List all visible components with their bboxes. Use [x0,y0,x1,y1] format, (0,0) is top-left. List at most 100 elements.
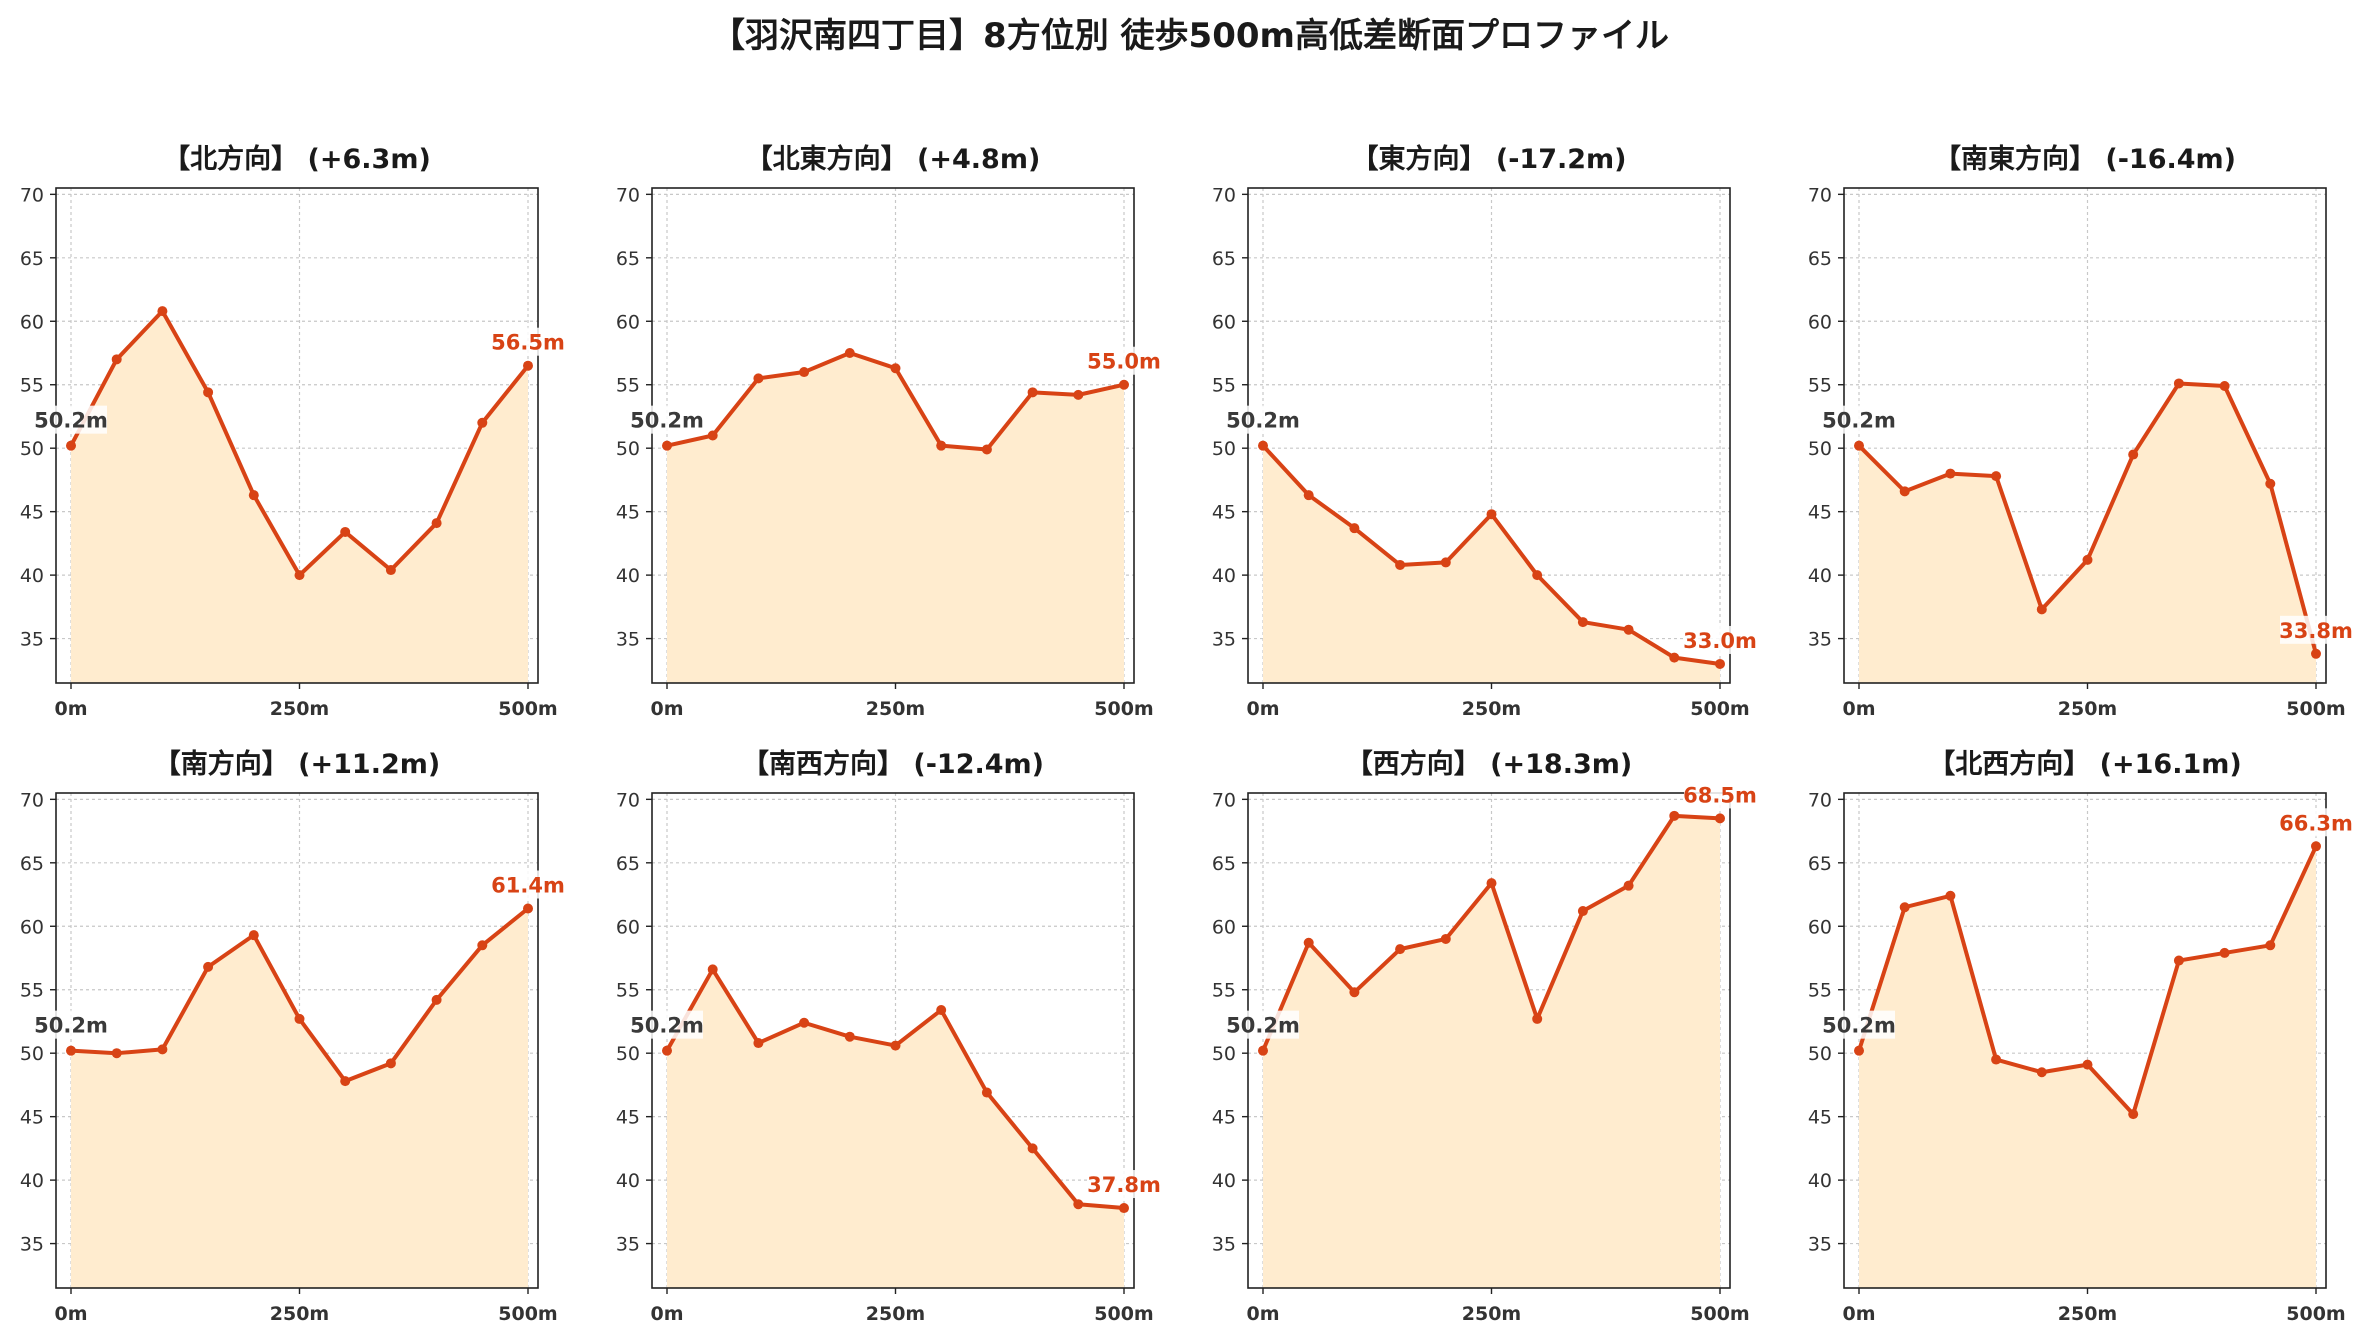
data-point [1258,440,1268,451]
panel-title: 【南西方向】 (-12.4m) [742,748,1044,780]
y-tick-label: 65 [20,248,44,270]
chart-panel-3: 35 40 45 50 55 60 65 70 0m 250m 500m 【東方向】 (-17.2m)… [1212,143,1757,720]
data-point [1532,1013,1543,1024]
data-point [294,1013,305,1024]
y-tick-label: 60 [616,311,640,333]
data-point [1991,1054,2002,1065]
data-point [1303,937,1314,948]
data-point [340,1076,351,1087]
x-tick-label: 250m [2058,1303,2117,1325]
data-point [1577,617,1588,628]
chart-panel-7: 35 40 45 50 55 60 65 70 0m 250m 500m 【西方向】 (+18.3m)… [1212,748,1757,1325]
data-point [1577,906,1588,917]
data-point [1119,1203,1129,1214]
y-tick-label: 40 [1808,565,1832,587]
start-label: 50.2m [1822,1014,1896,1038]
y-tick-label: 60 [616,916,640,938]
panel-title: 【北方向】 (+6.3m) [163,143,431,175]
data-point [936,1005,947,1016]
x-tick-label: 500m [498,1303,557,1325]
y-tick-label: 35 [20,629,44,651]
y-tick-label: 55 [1212,980,1236,1002]
y-tick-label: 55 [1808,375,1832,397]
panel-title: 【南方向】 (+11.2m) [154,748,440,780]
y-tick-label: 70 [1212,789,1236,811]
start-label-bg [1227,1010,1299,1039]
y-tick-label: 70 [1808,789,1832,811]
end-label: 56.5m [491,331,565,355]
data-point [662,1045,672,1056]
x-tick-label: 0m [54,698,87,720]
y-tick-label: 60 [20,311,44,333]
x-tick-label: 250m [866,698,925,720]
data-point [1854,1045,1864,1056]
data-point [1532,570,1543,581]
x-tick-label: 500m [498,698,557,720]
end-label: 55.0m [1087,350,1161,374]
y-tick-label: 45 [1212,1107,1236,1129]
y-tick-label: 35 [20,1234,44,1256]
data-point [890,363,901,374]
data-point [936,440,947,451]
x-tick-label: 250m [1462,698,1521,720]
data-point [1073,389,1084,400]
start-label-bg [1823,405,1895,434]
data-point [1945,890,1956,901]
y-tick-label: 70 [616,184,640,206]
y-tick-label: 60 [1808,916,1832,938]
data-point [2219,381,2230,391]
data-point [844,1031,855,1042]
panel-title: 【西方向】 (+18.3m) [1346,748,1632,780]
data-point [111,1048,122,1059]
y-tick-label: 65 [1808,248,1832,270]
y-tick-label: 65 [1808,853,1832,875]
x-tick-label: 0m [1842,1303,1875,1325]
x-tick-label: 250m [270,698,329,720]
y-tick-label: 70 [20,789,44,811]
data-point [203,961,214,972]
x-tick-label: 500m [1690,698,1749,720]
x-tick-label: 500m [2286,1303,2345,1325]
data-point [340,526,351,537]
y-tick-label: 45 [20,502,44,524]
data-point [753,1038,764,1049]
data-point [2311,648,2321,659]
y-tick-label: 55 [616,375,640,397]
data-point [1854,440,1864,451]
data-point [799,367,810,378]
y-tick-label: 55 [1808,980,1832,1002]
axes-frame [1247,792,1731,1289]
x-tick-label: 0m [1842,698,1875,720]
start-label-bg [631,1010,703,1039]
y-tick-label: 40 [20,565,44,587]
x-tick-label: 250m [270,1303,329,1325]
data-point [66,1045,76,1056]
chart-panel-2: 35 40 45 50 55 60 65 70 0m 250m 500m 【北東方向】 (+4.8m)… [616,143,1161,720]
x-tick-label: 0m [1246,698,1279,720]
data-point [111,354,122,365]
y-tick-label: 45 [20,1107,44,1129]
data-point [1349,987,1360,998]
data-point [66,440,76,451]
x-tick-label: 0m [54,1303,87,1325]
axes-frame [55,187,539,684]
panel-title: 【南東方向】 (-16.4m) [1934,143,2236,175]
chart-panel-6: 35 40 45 50 55 60 65 70 0m 250m 500m 【南西方向】 (-12.4m… [616,748,1161,1325]
end-label-bg [1088,1170,1160,1199]
data-point [157,306,168,317]
y-tick-label: 35 [616,1234,640,1256]
x-tick-label: 500m [1690,1303,1749,1325]
y-tick-label: 50 [1212,438,1236,460]
data-point [1623,624,1634,635]
data-point [1395,944,1406,955]
data-point [1899,486,1910,497]
data-point [1486,878,1497,889]
data-point [477,417,488,428]
end-label: 33.8m [2279,619,2353,643]
data-point [2173,378,2184,389]
start-label: 50.2m [1226,409,1300,433]
start-label-bg [1227,405,1299,434]
end-label-bg [1684,625,1756,654]
axes-frame [1247,187,1731,684]
